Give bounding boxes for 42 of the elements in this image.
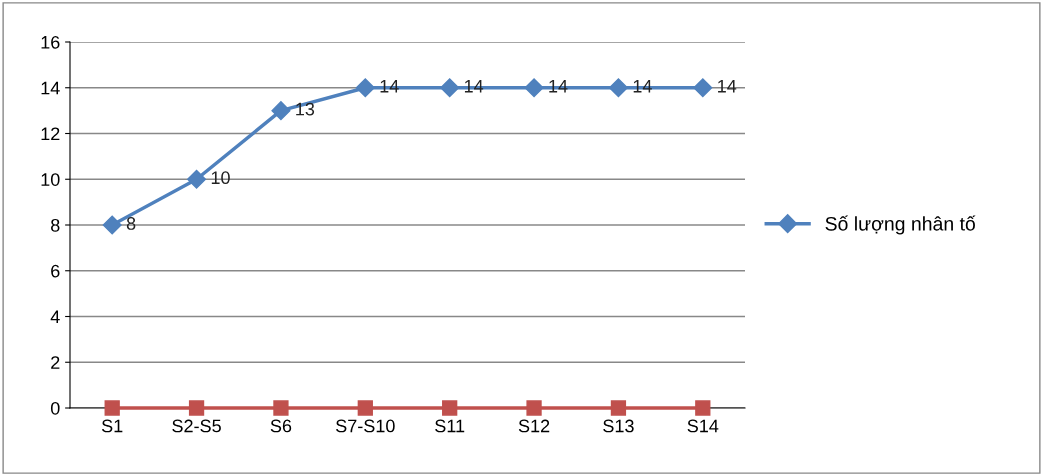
x-tick-label: S11	[435, 419, 465, 433]
point	[440, 78, 460, 98]
data-label: 13	[296, 102, 315, 116]
legend-label: Số lượng nhân tố	[825, 215, 976, 235]
point	[187, 169, 207, 189]
point	[188, 400, 205, 416]
data-label: 10	[211, 171, 230, 185]
point	[442, 400, 458, 416]
x-tick-label: S14	[687, 419, 719, 433]
data-label: 14	[633, 80, 652, 93]
point	[102, 215, 122, 235]
point	[524, 78, 544, 98]
point	[526, 400, 542, 416]
y-tick-label: 10	[41, 173, 60, 186]
data-label: 14	[549, 80, 568, 93]
point	[693, 78, 713, 98]
y-tick-label: 16	[41, 35, 60, 49]
x-tick-label: S6	[270, 419, 292, 433]
y-tick-label: 2	[51, 356, 60, 369]
y-tick-label: 8	[51, 218, 60, 232]
x-tick-label: S1	[101, 419, 123, 433]
point	[273, 400, 289, 416]
y-tick-label: 4	[50, 310, 60, 324]
point	[610, 400, 627, 416]
x-tick-label: S13	[603, 419, 634, 433]
x-tick-label: S2-S5	[172, 419, 221, 433]
point	[271, 101, 291, 121]
y-tick-label: 12	[41, 127, 60, 141]
point	[355, 78, 375, 98]
y-tick-label: 14	[41, 81, 60, 95]
point	[104, 400, 120, 416]
x-tick-label: S12	[518, 419, 550, 433]
data-label: 14	[380, 80, 399, 93]
y-tick-label: 0	[50, 401, 60, 415]
data-label: 14	[464, 80, 484, 93]
data-label: 14	[718, 80, 737, 93]
data-label: 8	[126, 217, 136, 230]
x-tick-label: S7-S10	[336, 419, 395, 433]
point	[695, 400, 711, 416]
point	[608, 78, 628, 98]
y-tick-label: 6	[51, 264, 60, 278]
point	[357, 400, 373, 416]
